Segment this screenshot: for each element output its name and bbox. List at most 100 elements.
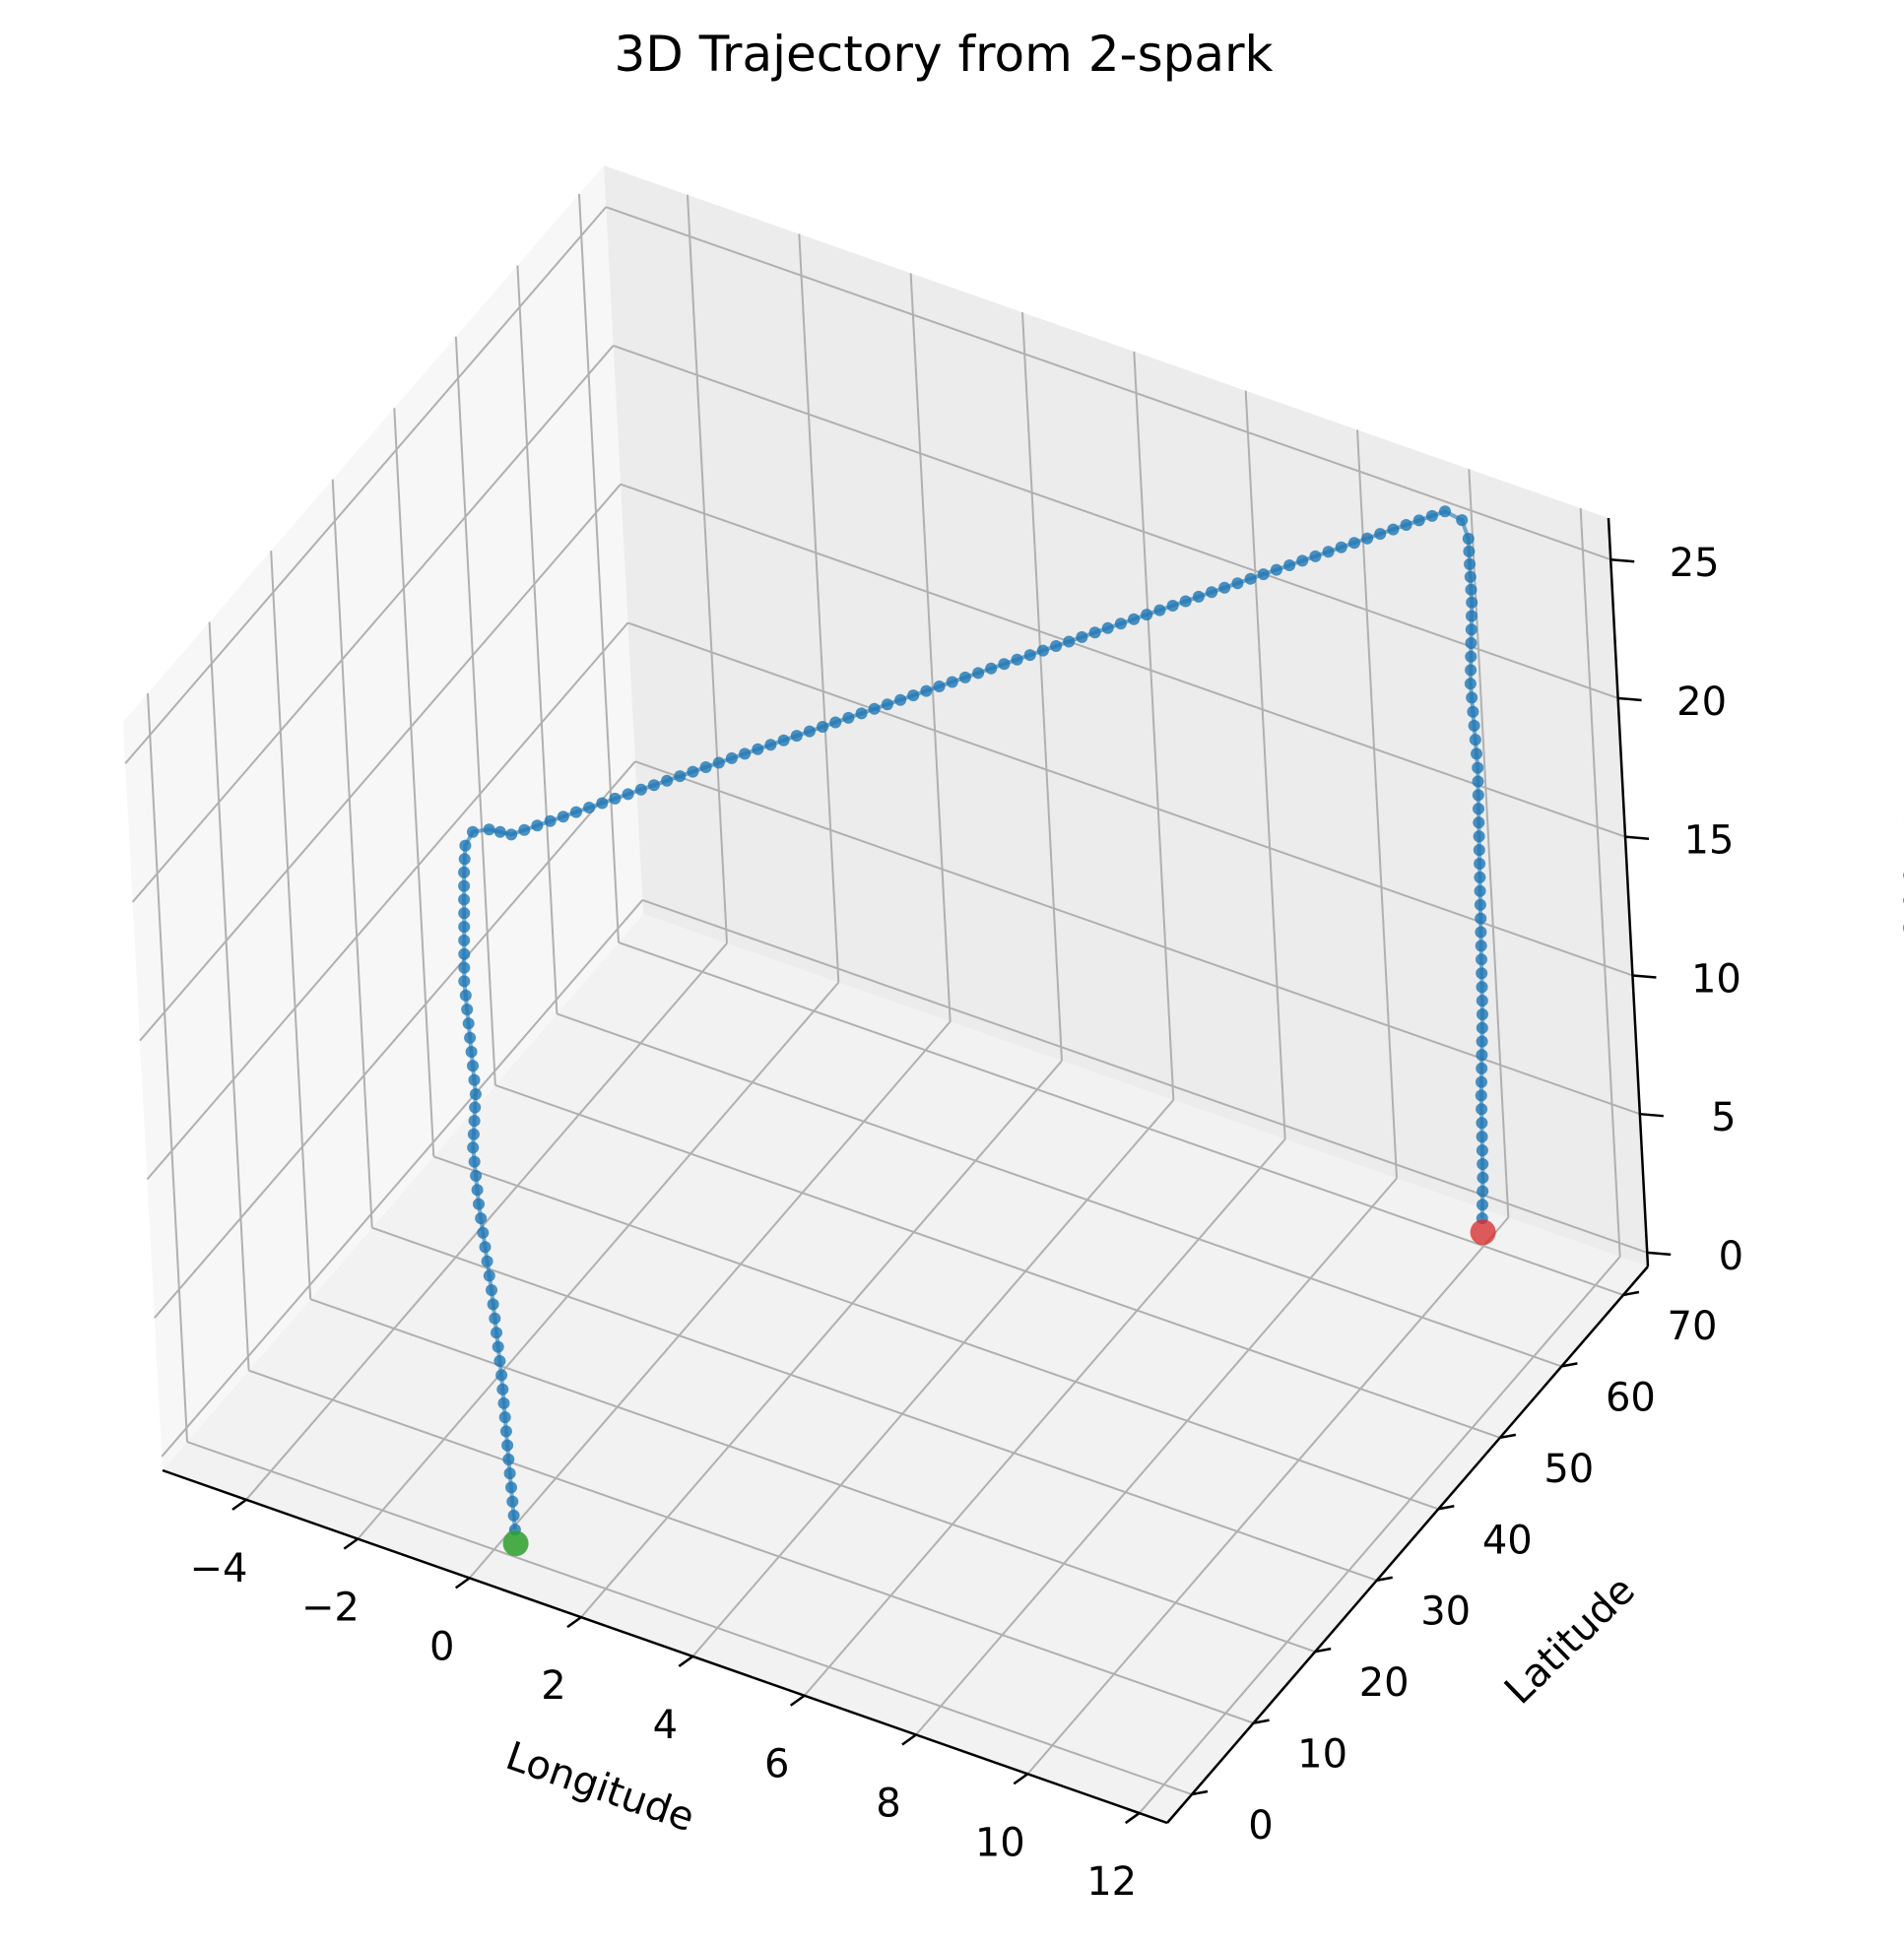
x-gridline-floor xyxy=(1026,1216,1510,1775)
z-tick-label: 0 xyxy=(1719,1234,1743,1279)
trajectory-point xyxy=(998,658,1011,671)
trajectory-point xyxy=(1472,789,1484,802)
trajectory-point xyxy=(492,1340,504,1353)
x-tick-mark xyxy=(1124,1812,1141,1825)
z-tick-label: 25 xyxy=(1670,541,1720,586)
trajectory-point xyxy=(596,797,609,810)
trajectory-point xyxy=(459,839,472,852)
trajectory-point xyxy=(1462,533,1475,545)
trajectory-point xyxy=(1474,871,1486,883)
trajectory-point xyxy=(461,1004,474,1015)
trajectory-point xyxy=(458,853,471,866)
trajectory-point xyxy=(1476,1049,1488,1062)
z-gridline-back xyxy=(634,760,1641,1116)
trajectory-point xyxy=(493,825,506,838)
trajectory-point xyxy=(1114,617,1127,630)
trajectory-point xyxy=(1425,509,1438,522)
trajectory-point xyxy=(894,693,907,706)
trajectory-point xyxy=(972,667,985,680)
trajectory-point xyxy=(470,1169,483,1182)
y-gridline-floor xyxy=(309,1298,1316,1654)
trajectory-point xyxy=(985,662,998,675)
trajectory-point xyxy=(458,866,471,878)
trajectory-point xyxy=(501,1439,514,1452)
floor-pane xyxy=(163,914,1648,1823)
z-axis-line xyxy=(1607,517,1650,1267)
trajectory-point xyxy=(1465,583,1477,596)
y-tick-label: 10 xyxy=(1297,1732,1347,1778)
x-gridline-floor xyxy=(580,1060,1063,1618)
y-tick-mark xyxy=(1499,1433,1517,1440)
y-axis-line xyxy=(1166,1266,1649,1824)
z-tick-label: 15 xyxy=(1684,818,1735,864)
trajectory-point xyxy=(459,989,472,1002)
trajectory-point xyxy=(712,756,725,769)
trajectory-point xyxy=(503,1467,516,1480)
x-tick-label: 0 xyxy=(429,1624,454,1669)
trajectory-point xyxy=(468,1073,481,1086)
y-gridline-floor xyxy=(618,941,1624,1296)
trajectory-point xyxy=(1387,523,1400,536)
trajectory-point xyxy=(498,1411,511,1424)
trajectory-point xyxy=(1465,650,1477,663)
trajectory-point xyxy=(458,879,471,892)
z-tick-mark xyxy=(1610,557,1635,563)
trajectory-point xyxy=(475,1212,488,1225)
trajectory-point xyxy=(1473,844,1485,857)
trajectory-point xyxy=(458,907,471,920)
trajectory-point xyxy=(506,1495,519,1508)
trajectory-point xyxy=(467,1128,480,1140)
trajectory-point xyxy=(1466,691,1478,704)
x-gridline-floor xyxy=(1138,1256,1621,1814)
trajectory-point xyxy=(467,825,479,838)
trajectory-point xyxy=(1412,514,1425,527)
trajectory-point xyxy=(468,1155,481,1168)
trajectory-point xyxy=(1231,577,1244,590)
x-tick-mark xyxy=(454,1577,471,1590)
trajectory-point xyxy=(468,1115,481,1128)
y-tick-mark xyxy=(1314,1647,1332,1654)
trajectory-point xyxy=(1477,1185,1489,1198)
x-tick-label: 12 xyxy=(1086,1859,1137,1905)
x-tick-label: 10 xyxy=(975,1820,1025,1865)
x-gridline-back xyxy=(798,233,840,983)
trajectory-point xyxy=(1257,568,1270,581)
trajectory-point xyxy=(491,1327,502,1339)
axis-lines xyxy=(162,517,1650,1825)
trajectory-point xyxy=(674,770,687,783)
x-tick-mark xyxy=(566,1616,582,1629)
trajectory-point xyxy=(1476,1144,1488,1157)
trajectory-point xyxy=(1296,554,1309,567)
x-tick-label: 4 xyxy=(653,1703,678,1748)
trajectory-point xyxy=(1476,981,1488,994)
z-tick-mark xyxy=(1617,696,1642,702)
trajectory-point xyxy=(1477,1008,1488,1020)
trajectory-point xyxy=(790,730,803,743)
trajectory-point xyxy=(458,893,471,906)
trajectory-point xyxy=(458,975,471,988)
trajectory-point xyxy=(1475,926,1487,939)
trajectory-point xyxy=(1472,761,1484,774)
trajectory-point xyxy=(1473,830,1485,843)
y-gridline-floor xyxy=(494,1083,1501,1439)
trajectory-point xyxy=(609,792,622,805)
z-gridline-side xyxy=(146,621,629,1181)
x-tick-mark xyxy=(678,1655,694,1667)
x-gridline-back xyxy=(1133,351,1175,1100)
z-gridline-side xyxy=(124,206,607,764)
trajectory-point xyxy=(1464,557,1477,570)
trajectory-point xyxy=(458,961,471,974)
trajectory-point xyxy=(1179,595,1192,608)
z-tick-label: 10 xyxy=(1691,956,1741,1002)
trajectory-point xyxy=(505,828,518,841)
trajectory-point xyxy=(1153,604,1166,617)
trajectory-point xyxy=(507,1509,520,1522)
x-gridline-back xyxy=(1356,429,1398,1179)
x-axis-label: Longitude xyxy=(500,1733,700,1841)
y-tick-mark xyxy=(1438,1505,1455,1511)
y-tick-mark xyxy=(1622,1290,1640,1297)
x-tick-label: 8 xyxy=(876,1782,900,1827)
trajectory-point xyxy=(1270,563,1282,576)
z-gridline-side xyxy=(154,760,636,1319)
x-gridline-back xyxy=(909,273,952,1022)
